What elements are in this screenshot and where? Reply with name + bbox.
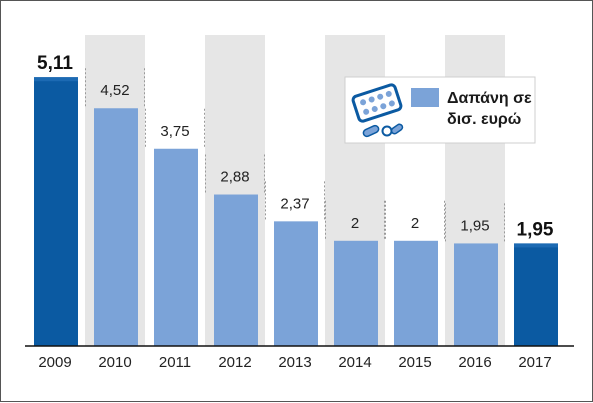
bar-2009 [34, 77, 78, 347]
value-label-2010: 4,52 [100, 82, 129, 99]
value-label-2013: 2,37 [280, 195, 309, 212]
value-label-2016: 1,95 [460, 217, 489, 234]
x-tick-2009: 2009 [38, 354, 71, 371]
bar-cap-2017 [514, 243, 558, 248]
value-label-2017: 1,95 [517, 219, 554, 240]
legend: Δαπάνη σε δισ. ευρώ [344, 76, 536, 144]
legend-label-line2: δισ. ευρώ [447, 111, 521, 128]
bar-2013 [274, 221, 318, 346]
legend-swatch [411, 88, 439, 107]
pill-blister-icon [351, 83, 404, 138]
value-label-2011: 3,75 [160, 123, 189, 140]
bar-cap-2009 [34, 77, 78, 82]
bar-2016 [454, 243, 498, 346]
x-tick-2012: 2012 [218, 354, 251, 371]
x-tick-labels: 2009 2010 2011 2012 2013 2014 2015 2016 2017 [38, 354, 551, 371]
value-label-2014: 2 [351, 215, 359, 232]
bar-2015 [394, 240, 438, 346]
value-label-2012: 2,88 [220, 169, 249, 186]
x-tick-2016: 2016 [458, 354, 491, 371]
x-tick-2017: 2017 [518, 354, 551, 371]
value-label-2015: 2 [411, 215, 419, 232]
legend-label-line1: Δαπάνη σε [447, 90, 532, 107]
x-tick-2011: 2011 [159, 354, 191, 371]
bars [34, 77, 558, 347]
value-labels: 5,11 4,52 3,75 2,88 2,37 2 2 1,95 1,95 [37, 53, 554, 240]
bar-2017 [514, 243, 558, 346]
x-tick-2014: 2014 [338, 354, 371, 371]
bar-2011 [154, 148, 198, 346]
x-tick-2010: 2010 [98, 354, 131, 371]
bar-2012 [214, 194, 258, 346]
x-tick-2015: 2015 [398, 354, 431, 371]
guide-lines [85, 68, 505, 244]
bar-2014 [334, 240, 378, 346]
value-label-2009: 5,11 [37, 53, 73, 74]
bar-2010 [94, 108, 138, 346]
x-tick-2013: 2013 [278, 354, 311, 371]
